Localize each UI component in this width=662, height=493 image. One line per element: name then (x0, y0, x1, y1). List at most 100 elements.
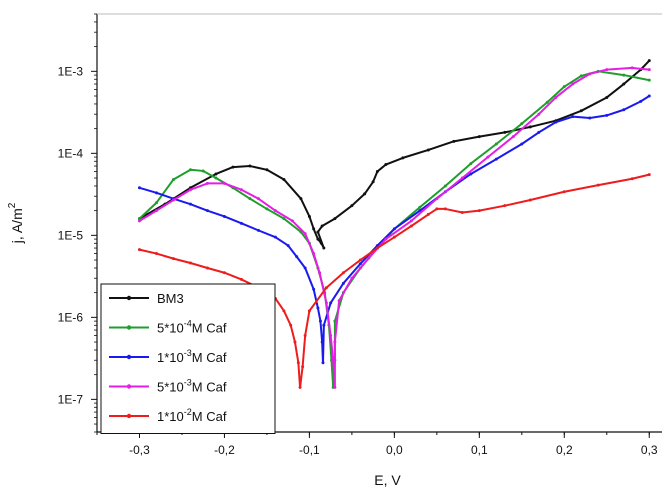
data-point (588, 116, 592, 120)
data-point (579, 109, 583, 113)
data-point (435, 197, 439, 201)
data-point (562, 190, 566, 194)
data-point (303, 232, 307, 236)
data-point (647, 68, 651, 72)
data-point (392, 235, 396, 239)
data-point (375, 170, 379, 174)
data-point (312, 252, 316, 256)
data-point (307, 214, 311, 218)
data-point (293, 340, 297, 344)
data-point (486, 155, 490, 159)
data-point (303, 334, 307, 338)
series-layer (137, 59, 651, 389)
data-point (350, 204, 354, 208)
data-point (605, 113, 609, 117)
data-point (324, 301, 328, 305)
data-point (494, 157, 498, 161)
x-tick-label: 0,2 (556, 443, 573, 457)
data-point (571, 82, 575, 86)
data-point (443, 207, 447, 211)
data-point (312, 287, 316, 291)
data-point (371, 180, 375, 184)
data-point (239, 277, 243, 281)
data-point (460, 210, 464, 214)
data-point (137, 248, 141, 252)
data-point (222, 271, 226, 275)
data-point (137, 219, 141, 223)
series-1 (137, 59, 651, 250)
data-point (333, 217, 337, 221)
x-axis-title: E, V (374, 472, 401, 488)
data-point (239, 221, 243, 225)
data-point (137, 186, 141, 190)
data-point (231, 165, 235, 169)
legend-swatch-marker (126, 295, 132, 301)
data-point (622, 73, 626, 77)
data-point (418, 205, 422, 209)
data-point (214, 176, 218, 180)
data-point (319, 241, 323, 245)
data-point (341, 281, 345, 285)
data-point (537, 112, 541, 116)
data-point (358, 262, 362, 266)
data-point (273, 209, 277, 213)
legend-label: 1*10-3M Caf (157, 348, 227, 365)
data-point (320, 340, 324, 344)
y-tick-label: 1E-4 (58, 146, 84, 160)
data-point (630, 177, 634, 181)
y-axis-title: j, A/m2 (7, 202, 25, 244)
data-point (303, 266, 307, 270)
series-5 (137, 173, 651, 389)
data-point (282, 177, 286, 181)
x-tick-label: 0,0 (386, 443, 403, 457)
data-point (239, 188, 243, 192)
series-line (139, 173, 650, 389)
legend-swatch-marker (126, 354, 132, 360)
y-tick-label: 1E-7 (58, 392, 84, 406)
data-point (392, 227, 396, 231)
data-point (333, 319, 337, 323)
data-point (188, 188, 192, 192)
x-tick-label: 0,3 (641, 443, 658, 457)
data-point (265, 207, 269, 211)
data-point (205, 266, 209, 270)
data-point (331, 358, 335, 362)
y-tick-label: 1E-5 (58, 228, 84, 242)
data-point (171, 198, 175, 202)
data-point (322, 246, 326, 250)
data-point (214, 172, 218, 176)
data-point (188, 202, 192, 206)
x-tick-label: 0,1 (471, 443, 488, 457)
data-point (469, 162, 473, 166)
data-point (329, 334, 333, 338)
y-axis-title-superscript: 2 (7, 202, 18, 208)
data-point (528, 198, 532, 202)
data-point (171, 257, 175, 261)
y-tick-label: 1E-3 (58, 64, 84, 78)
data-point (363, 192, 367, 196)
data-point (571, 115, 575, 119)
data-point (452, 139, 456, 143)
data-point (296, 361, 300, 365)
legend-label: 5*10-3M Caf (157, 378, 227, 395)
data-point (222, 214, 226, 218)
data-point (647, 173, 651, 177)
data-point (248, 197, 252, 201)
data-point (312, 227, 316, 231)
data-point (477, 209, 481, 213)
data-point (201, 169, 205, 173)
data-point (469, 172, 473, 176)
x-tick-label: -0,3 (129, 443, 150, 457)
data-point (322, 323, 326, 327)
data-point (426, 148, 430, 152)
data-point (647, 78, 651, 82)
legend-item: 5*10-4M Caf (109, 319, 227, 336)
legend: BM3 5*10-4M Caf 1*10-3M Caf 5*10-3M Caf 1*10… (100, 283, 276, 434)
legend-item: 1*10-2M Caf (109, 407, 227, 424)
data-point (443, 184, 447, 188)
data-point (639, 99, 643, 103)
y-axis-title-main: j, A/m (9, 208, 25, 244)
data-point (588, 72, 592, 76)
data-point (248, 164, 252, 168)
data-point (630, 66, 634, 70)
